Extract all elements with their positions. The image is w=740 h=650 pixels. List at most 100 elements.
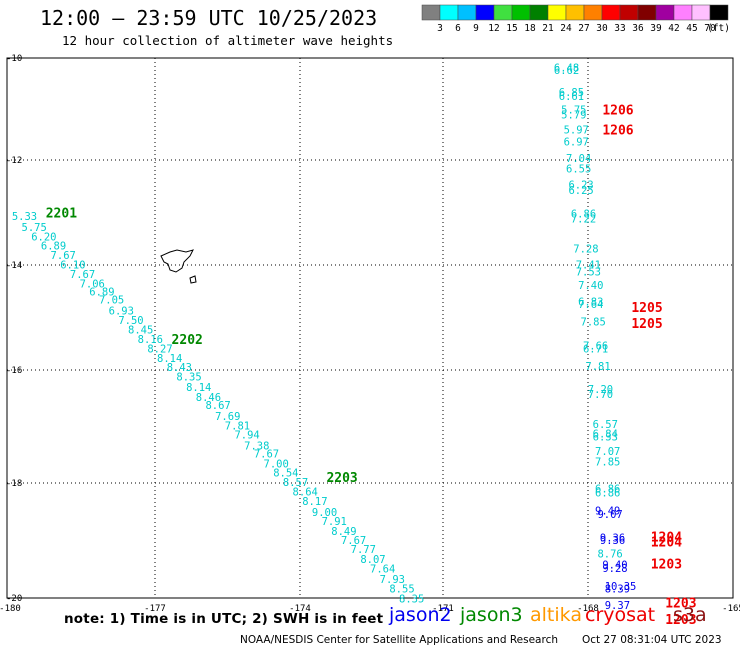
- wave-height-label: 6.86: [571, 208, 596, 220]
- y-tick-label: -20: [6, 594, 22, 604]
- wave-height-label: 6.89: [89, 287, 114, 299]
- wave-height-label: 5.75: [561, 105, 586, 117]
- wave-height-label: 7.64: [370, 564, 395, 576]
- wave-height-label: 7.28: [573, 243, 598, 255]
- wave-height-label: 8.67: [205, 400, 230, 412]
- wave-height-label: 7.41: [576, 260, 601, 272]
- wave-height-label: 8.14: [186, 382, 211, 394]
- colorbar-tick-label: 3: [437, 23, 443, 34]
- wave-height-label: 6.55: [566, 163, 591, 175]
- pass-id-label: 1206: [602, 104, 633, 119]
- wave-height-label: 6.86: [595, 487, 620, 499]
- wave-height-label: 7.93: [380, 574, 405, 586]
- wave-height-label: 8.16: [138, 334, 163, 346]
- wave-height-label: 5.75: [22, 222, 47, 234]
- pass-id-label: 1205: [631, 317, 662, 332]
- wave-height-label: 8.17: [302, 496, 327, 508]
- pass-id-label: 2202: [172, 333, 203, 348]
- island-outline: [189, 275, 197, 284]
- pass-id-label: 1204: [651, 530, 682, 545]
- wave-height-label: 6.23: [568, 180, 593, 192]
- colorbar-unit: (ft): [707, 23, 730, 34]
- colorbar-tick-label: 30: [596, 23, 608, 34]
- pass-id-label: 1206: [602, 124, 633, 139]
- pass-id-label: 1204: [651, 536, 682, 551]
- pass-id-label: 2203: [326, 471, 357, 486]
- wave-height-label: 8.27: [147, 343, 172, 355]
- colorbar-tick-label: 15: [506, 23, 517, 34]
- mission-legend-cryosat: cryosat: [585, 604, 656, 626]
- wave-height-label: 7.85: [595, 457, 620, 469]
- wave-height-label: 6.86: [595, 484, 620, 496]
- colorbar-tick-label: 33: [614, 23, 625, 34]
- pass-id-label: 1203: [651, 557, 682, 572]
- wave-height-label: 7.38: [244, 441, 269, 453]
- wave-height-label: 6.20: [31, 232, 56, 244]
- wave-height-label: 6.85: [559, 87, 584, 99]
- wave-height-label: 8.14: [157, 353, 182, 365]
- wave-height-label: 6.83: [578, 296, 603, 308]
- wave-height-label: 7.70: [588, 389, 613, 401]
- mission-legend-jason2: jason2: [389, 604, 452, 626]
- wave-height-label: 5.79: [561, 109, 586, 121]
- wave-height-label: 7.40: [578, 280, 603, 292]
- wave-height-label: 5.97: [564, 125, 589, 137]
- wave-height-label: 8.55: [389, 584, 414, 596]
- wave-height-label: 6.97: [564, 136, 589, 148]
- credit-line: NOAA/NESDIS Center for Satellite Applica…: [240, 634, 558, 646]
- y-tick-label: -10: [6, 54, 22, 64]
- chart-note: note: 1) Time is in UTC; 2) SWH is in fe…: [64, 611, 384, 627]
- x-tick-label: -165: [722, 604, 740, 614]
- colorbar-tick-label: 21: [542, 23, 554, 34]
- wave-height-label: 7.67: [51, 250, 76, 262]
- wave-height-label: 9.00: [312, 507, 337, 519]
- wave-height-label: 8.54: [273, 468, 298, 480]
- wave-height-label: 6.71: [583, 343, 608, 355]
- wave-height-label: 7.20: [588, 384, 613, 396]
- wave-height-label: 6.62: [554, 65, 579, 77]
- wave-height-label: 9.37: [605, 600, 630, 612]
- wave-height-label: 8.64: [293, 486, 318, 498]
- colorbar-tick-label: 45: [686, 23, 697, 34]
- wave-height-label: 7.66: [583, 341, 608, 353]
- wave-height-label: 7.67: [70, 269, 95, 281]
- colorbar-tick-label: 36: [632, 23, 644, 34]
- wave-height-label: 7.91: [322, 516, 347, 528]
- colorbar-tick-label: 24: [560, 23, 572, 34]
- colorbar-tick-label: 6: [455, 23, 461, 34]
- chart-subtitle: 12 hour collection of altimeter wave hei…: [62, 33, 394, 48]
- timestamp: Oct 27 08:31:04 UTC 2023: [582, 634, 722, 646]
- wave-height-label: 7.50: [118, 315, 143, 327]
- wave-height-label: 5.33: [12, 211, 37, 223]
- wave-height-label: 9.40: [602, 559, 627, 571]
- y-tick-label: -12: [6, 156, 22, 166]
- wave-height-label: 7.69: [215, 411, 240, 423]
- wave-height-label: 7.04: [566, 153, 591, 165]
- plot-frame: [6, 57, 734, 599]
- wave-height-label: 7.64: [578, 299, 603, 311]
- wave-height-label: 8.45: [128, 324, 153, 336]
- wave-height-label: 7.67: [341, 535, 366, 547]
- pass-id-label: 1205: [631, 301, 662, 316]
- wave-height-label: 7.77: [351, 544, 376, 556]
- x-tick-label: -171: [432, 604, 454, 614]
- colorbar-tick-label: 18: [524, 23, 536, 34]
- wave-height-label: 8.35: [176, 371, 201, 383]
- wave-height-label: 8.76: [597, 549, 622, 561]
- x-tick-label: -168: [577, 604, 599, 614]
- colorbar-tick-label: 27: [578, 23, 589, 34]
- wave-height-label: 7.81: [585, 361, 610, 373]
- wave-height-label: 7.85: [581, 316, 606, 328]
- wave-height-label: 7.05: [99, 295, 124, 307]
- wave-height-label: 6.89: [41, 241, 66, 253]
- wave-height-label: 6.57: [593, 419, 618, 431]
- y-tick-label: -16: [6, 366, 22, 376]
- wave-height-label: 7.67: [254, 449, 279, 461]
- wave-height-label: 8.07: [360, 554, 385, 566]
- y-tick-label: -14: [6, 261, 22, 271]
- wave-height-label: 9.49: [595, 505, 620, 517]
- wave-height-label: 8.57: [283, 477, 308, 489]
- wave-height-label: 8.46: [196, 392, 221, 404]
- colorbar-tick-label: 12: [488, 23, 499, 34]
